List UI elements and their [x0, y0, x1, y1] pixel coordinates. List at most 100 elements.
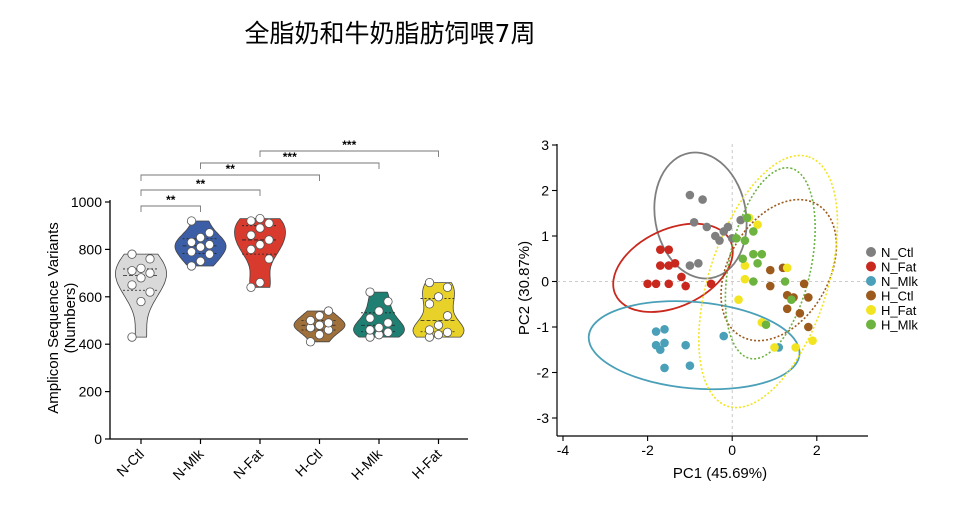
- y-tick-label: 1000: [71, 194, 102, 210]
- legend-label: H_Ctl: [881, 289, 914, 304]
- data-point: [204, 249, 215, 259]
- pca-point-H_Mlk: [749, 227, 758, 236]
- pca-point-H_Mlk: [742, 213, 752, 223]
- pca-point-H_Mlk: [732, 233, 741, 243]
- data-point: [145, 268, 155, 278]
- pca-point-N_Fat: [643, 279, 652, 289]
- pca-point-H_Mlk: [757, 249, 767, 259]
- pca-point-N_Fat: [670, 259, 680, 268]
- y-axis-subtitle: (Numbers): [62, 283, 79, 354]
- pca-point-N_Mlk: [685, 361, 695, 370]
- pca-point-H_Ctl: [804, 322, 813, 332]
- data-point: [255, 223, 265, 233]
- data-point: [383, 318, 393, 328]
- data-point: [424, 277, 435, 288]
- pca-point-H_Ctl: [765, 281, 775, 291]
- data-point: [383, 296, 393, 307]
- pca-point-H_Fat: [770, 343, 779, 352]
- pca-y-tick-label: -2: [537, 365, 550, 381]
- data-point: [305, 315, 316, 326]
- pca-point-N_Mlk: [651, 327, 661, 336]
- pca-point-N_Ctl: [694, 259, 703, 268]
- legend-marker-N_Ctl: [866, 247, 876, 257]
- data-point: [424, 299, 435, 309]
- data-point: [186, 247, 197, 257]
- legend-label: N_Mlk: [881, 274, 918, 289]
- data-point: [264, 254, 274, 264]
- data-point: [442, 311, 453, 321]
- ellipse-H_Fat: [698, 154, 839, 409]
- ellipse-N_Mlk: [587, 300, 801, 391]
- pca-y-tick-label: -3: [537, 410, 550, 426]
- data-point: [314, 311, 325, 321]
- legend-label: N_Ctl: [881, 245, 914, 260]
- significance-bracket: [140, 205, 201, 212]
- pca-point-N_Ctl: [689, 218, 699, 227]
- pca-point-N_Fat: [677, 272, 686, 282]
- pca-point-H_Ctl: [795, 309, 805, 318]
- data-point: [204, 240, 215, 250]
- legend-marker-H_Fat: [866, 305, 876, 315]
- pca-point-H_Mlk: [761, 320, 771, 330]
- pca-x-tick-label: 0: [728, 442, 736, 458]
- x-tick-label: H-Mlk: [348, 445, 386, 483]
- legend-label: N_Fat: [881, 260, 917, 275]
- pca-point-N_Ctl: [702, 222, 712, 232]
- pca-x-tick-label: -4: [557, 442, 570, 458]
- data-point: [145, 254, 155, 264]
- data-point: [255, 213, 265, 224]
- data-point: [374, 306, 384, 316]
- pca-y-tick-label: 0: [541, 274, 549, 290]
- pca-point-N_Mlk: [660, 338, 669, 348]
- significance-bracket: [140, 189, 261, 196]
- pca-point-N_Fat: [655, 261, 665, 270]
- data-point: [314, 320, 325, 330]
- pca-point-N_Fat: [706, 279, 716, 289]
- data-point: [305, 337, 316, 347]
- pca-point-H_Mlk: [740, 236, 750, 245]
- pca-point-H_Fat: [740, 261, 750, 270]
- significance-bracket: [200, 162, 380, 169]
- pca-point-N_Ctl: [685, 261, 695, 270]
- data-point: [186, 261, 197, 271]
- y-axis-title: Amplicon Sequence Variants: [45, 222, 62, 414]
- data-point: [383, 327, 393, 337]
- data-point: [374, 323, 384, 333]
- pca-point-N_Fat: [655, 245, 665, 254]
- data-point: [136, 263, 146, 273]
- ellipse-H_Mlk: [724, 166, 816, 360]
- data-point: [442, 327, 453, 337]
- pca-x-tick-label: 2: [813, 442, 821, 458]
- data-point: [195, 242, 206, 252]
- data-point: [365, 313, 375, 323]
- pca-point-H_Fat: [753, 220, 762, 229]
- data-point: [186, 216, 197, 226]
- data-point: [195, 256, 206, 266]
- legend-label: H_Fat: [881, 303, 917, 318]
- data-point: [424, 325, 435, 335]
- y-tick-label: 200: [79, 384, 103, 400]
- data-point: [145, 287, 155, 297]
- ellipse-H_Ctl: [720, 198, 838, 342]
- legend-marker-H_Ctl: [866, 290, 876, 301]
- pca-point-H_Ctl: [804, 293, 813, 302]
- pca-point-H_Ctl: [799, 279, 809, 289]
- pca-point-N_Mlk: [660, 363, 669, 373]
- data-point: [204, 228, 215, 238]
- pca-x-tick-label: -2: [641, 442, 654, 458]
- page-title: 全脂奶和牛奶脂肪饲喂7周: [244, 19, 536, 48]
- pca-point-H_Fat: [808, 336, 817, 345]
- data-point: [255, 277, 265, 288]
- data-point: [433, 292, 444, 302]
- legend-label: H_Mlk: [881, 318, 918, 333]
- pca-x-axis-title: PC1 (45.69%): [673, 465, 767, 482]
- data-point: [365, 287, 375, 297]
- data-point: [246, 244, 256, 254]
- data-point: [127, 332, 137, 342]
- data-point: [264, 235, 274, 245]
- pca-point-N_Ctl: [715, 236, 724, 245]
- pca-point-N_Ctl: [698, 195, 707, 204]
- significance-label: ***: [342, 138, 356, 152]
- x-tick-label: H-Ctl: [292, 446, 326, 480]
